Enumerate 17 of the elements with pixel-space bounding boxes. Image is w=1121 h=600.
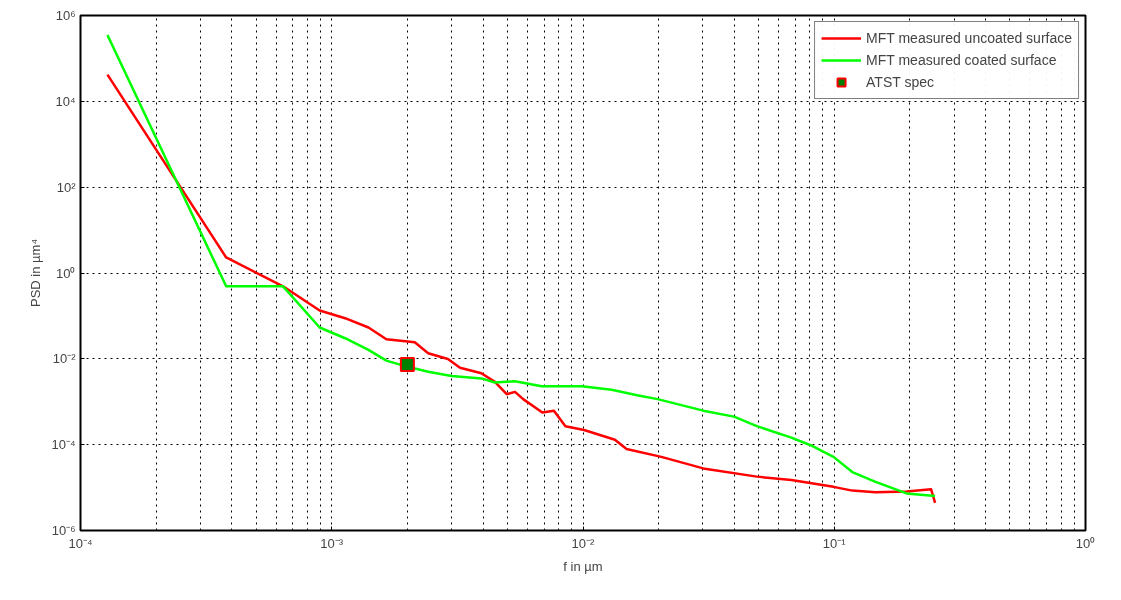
x-axis-title: f in µm [563, 558, 603, 574]
y-tick-label: 10⁴ [55, 93, 76, 109]
x-tick-label: 10⁻¹ [822, 535, 847, 551]
x-tick-label: 10⁻⁴ [68, 535, 93, 551]
y-tick-label: 10⁻² [52, 351, 77, 367]
x-tick-label: 10⁰ [1075, 535, 1096, 551]
y-tick-label: 10⁻⁴ [51, 437, 76, 453]
y-tick-label: 10⁻⁶ [51, 523, 76, 538]
x-tick-label: 10⁻³ [320, 535, 344, 551]
legend-label: MFT measured coated surface [866, 52, 1057, 68]
x-tick-label: 10⁻² [571, 535, 596, 551]
y-tick-label: 10⁰ [56, 265, 76, 281]
y-tick-label: 10⁶ [55, 8, 76, 23]
legend-label: MFT measured uncoated surface [866, 30, 1072, 46]
y-tick-label: 10² [56, 179, 77, 195]
y-axis-title: PSD in µm⁴ [28, 239, 44, 307]
legend-label: ATST spec [866, 74, 934, 90]
